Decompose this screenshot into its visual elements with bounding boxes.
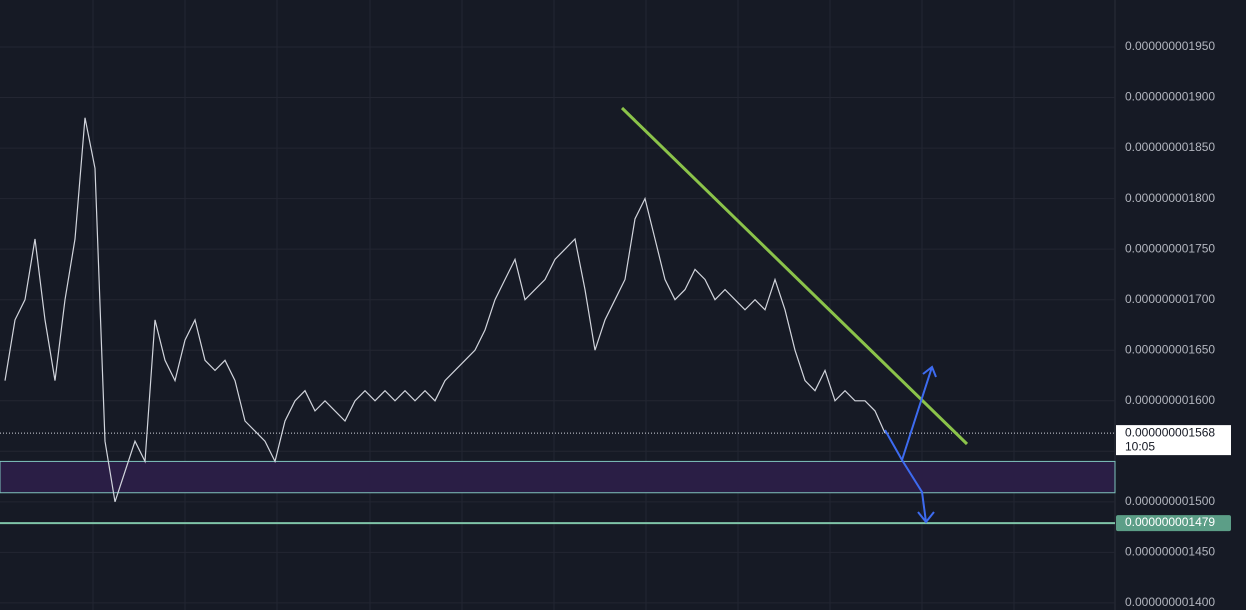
time-label: 10:05 bbox=[1125, 439, 1155, 453]
vertical-grid bbox=[92, 0, 1015, 610]
y-tick-label: 0.000000001900 bbox=[1125, 90, 1215, 104]
y-tick-label: 0.000000001800 bbox=[1125, 191, 1215, 205]
support-label: 0.000000001479 bbox=[1125, 515, 1215, 529]
arrow-down bbox=[884, 429, 935, 524]
y-tick-label: 0.000000001450 bbox=[1125, 545, 1215, 559]
y-tick-label: 0.000000001750 bbox=[1125, 241, 1215, 255]
y-tick-label: 0.000000001400 bbox=[1125, 595, 1215, 609]
trendline bbox=[620, 106, 969, 446]
y-tick-label: 0.000000001600 bbox=[1125, 393, 1215, 407]
arrow-up bbox=[901, 365, 937, 461]
price-line bbox=[4, 117, 886, 502]
last-price-box bbox=[1116, 425, 1231, 456]
y-tick-label: 0.000000001850 bbox=[1125, 140, 1215, 154]
y-tick-label: 0.000000001650 bbox=[1125, 342, 1215, 356]
y-tick-label: 0.000000001700 bbox=[1125, 292, 1215, 306]
last-price-label: 0.000000001568 bbox=[1125, 425, 1215, 439]
y-tick-label: 0.000000001500 bbox=[1125, 494, 1215, 508]
y-tick-label: 0.000000001950 bbox=[1125, 39, 1215, 53]
support-box bbox=[1116, 515, 1231, 532]
zone bbox=[0, 460, 1116, 494]
